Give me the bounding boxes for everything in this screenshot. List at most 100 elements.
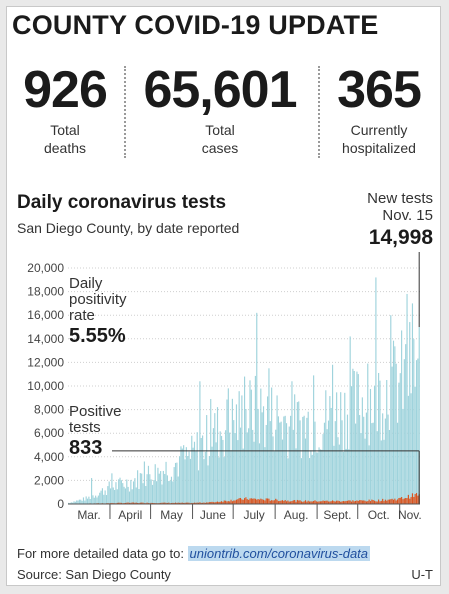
- test-bar: [409, 322, 411, 504]
- test-bar: [195, 451, 197, 504]
- test-bar: [402, 408, 404, 504]
- test-bar: [214, 413, 216, 504]
- positive-bar: [200, 502, 202, 504]
- test-bar: [342, 451, 344, 504]
- positive-bar: [196, 502, 198, 504]
- positive-bar: [407, 494, 409, 504]
- positive-bar: [371, 499, 373, 504]
- test-bar: [222, 439, 224, 504]
- test-bar: [105, 495, 108, 504]
- positive-bar: [223, 500, 225, 504]
- positive-bar: [318, 501, 320, 504]
- positive-bar: [367, 501, 369, 504]
- test-bar: [199, 381, 201, 504]
- test-bar: [254, 375, 256, 504]
- positive-bar: [291, 501, 293, 504]
- positive-bar: [283, 500, 285, 504]
- test-bar: [184, 459, 186, 504]
- test-bar: [399, 373, 401, 504]
- positive-bar: [235, 499, 238, 504]
- positive-bar: [275, 498, 277, 504]
- positive-bar: [415, 493, 418, 504]
- positive-bar: [216, 501, 219, 504]
- test-bar: [153, 480, 155, 504]
- y-tick-label: 0: [57, 497, 64, 511]
- test-bar: [96, 497, 98, 504]
- x-tick-label: Oct.: [368, 508, 390, 522]
- positive-bar: [267, 498, 269, 504]
- test-bar: [138, 489, 140, 504]
- test-bar: [132, 481, 135, 504]
- test-bar: [170, 476, 173, 504]
- test-bar: [85, 496, 87, 504]
- positive-bar: [120, 502, 122, 504]
- test-bar: [298, 401, 300, 504]
- positive-bar: [174, 502, 177, 504]
- test-bar: [349, 336, 351, 504]
- test-bar: [72, 502, 74, 504]
- positive-bar: [394, 498, 396, 504]
- test-bar: [172, 481, 174, 504]
- test-bar: [248, 428, 250, 504]
- positive-bar: [204, 502, 206, 504]
- test-bar: [314, 421, 316, 504]
- positive-bar: [135, 502, 137, 504]
- positive-line-1: Positive: [69, 403, 122, 420]
- test-bar: [291, 381, 293, 504]
- positive-bar: [410, 496, 412, 504]
- test-bar: [348, 449, 350, 504]
- test-bar: [390, 315, 392, 504]
- test-bar: [302, 416, 304, 504]
- test-bar: [303, 415, 305, 504]
- test-bar: [391, 366, 393, 504]
- test-bar: [406, 293, 408, 504]
- positive-bar: [222, 501, 224, 504]
- positive-bar: [127, 502, 129, 504]
- test-bar: [168, 481, 170, 504]
- test-bar: [111, 473, 113, 504]
- positive-bar: [173, 502, 175, 504]
- test-bar: [378, 372, 380, 504]
- positive-bar: [183, 502, 185, 504]
- positive-bar: [376, 501, 378, 504]
- positive-bar: [244, 498, 246, 504]
- positive-bar: [234, 500, 236, 504]
- test-bar: [253, 441, 255, 504]
- positive-bar: [281, 500, 284, 504]
- test-bar: [341, 420, 343, 504]
- test-bar: [346, 414, 349, 504]
- positive-bar: [260, 498, 262, 504]
- positive-bar: [285, 501, 288, 504]
- test-bar: [93, 497, 95, 504]
- positive-bar: [176, 502, 178, 504]
- test-bar: [272, 436, 274, 504]
- positive-bar: [242, 499, 244, 504]
- test-bar: [99, 492, 101, 504]
- test-bar: [202, 435, 204, 504]
- positive-bar: [313, 500, 315, 504]
- stat-hospitalized-label-1: Currently: [350, 122, 408, 138]
- test-bar: [225, 430, 227, 504]
- stat-cases-value: 65,601: [143, 61, 297, 119]
- data-link[interactable]: uniontrib.com/coronavirus-data: [187, 546, 371, 561]
- test-bar: [269, 421, 271, 504]
- test-bar: [215, 442, 217, 504]
- test-bar: [68, 502, 70, 504]
- positive-bar: [402, 499, 404, 504]
- test-bar: [181, 448, 183, 504]
- positive-bar: [365, 501, 367, 504]
- test-bar: [395, 363, 397, 504]
- y-tick-label: 2,000: [34, 473, 64, 487]
- test-bar: [131, 489, 133, 504]
- test-bar: [91, 478, 93, 504]
- test-bar: [396, 422, 399, 504]
- test-bar: [388, 429, 391, 504]
- test-bar: [276, 395, 278, 504]
- test-bar: [401, 330, 403, 504]
- positive-bar: [164, 502, 166, 504]
- positive-bar: [359, 500, 361, 504]
- test-bar: [284, 415, 286, 504]
- positive-bar: [357, 500, 359, 504]
- positive-bar: [413, 496, 415, 504]
- test-bar: [146, 474, 148, 504]
